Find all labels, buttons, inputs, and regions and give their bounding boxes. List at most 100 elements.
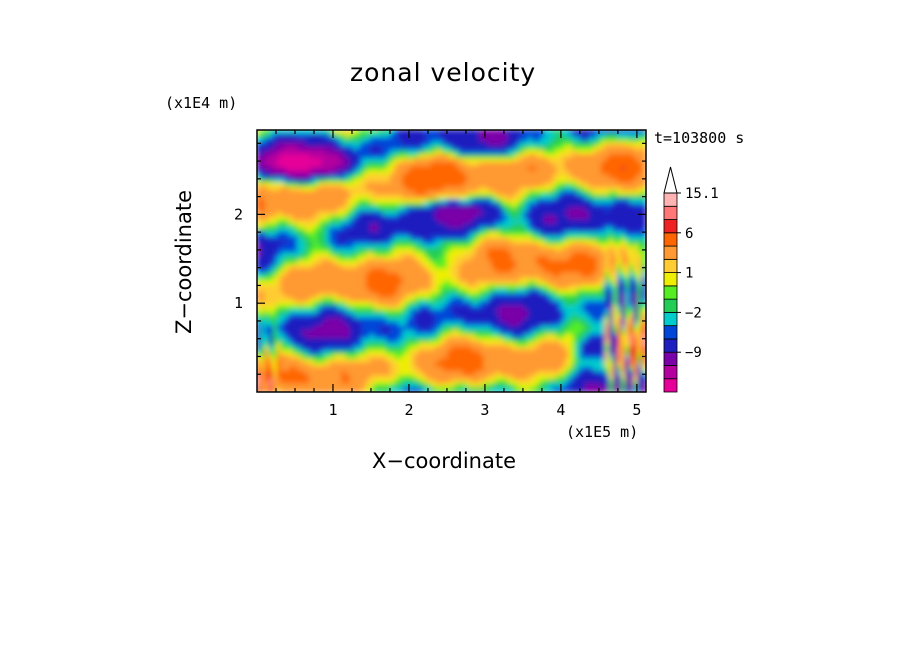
field-cell — [410, 207, 416, 213]
field-cell — [288, 219, 295, 225]
field-cell — [523, 244, 530, 250]
field-cell — [406, 235, 412, 242]
field-cell — [284, 227, 291, 233]
field-cell — [313, 215, 319, 221]
field-cell — [309, 186, 315, 192]
field-cell — [527, 149, 534, 156]
field-cell — [390, 178, 396, 184]
field-cell — [564, 239, 570, 246]
field-cell — [471, 309, 477, 315]
field-cell — [398, 313, 404, 319]
field-cell — [600, 211, 607, 217]
field-cell — [552, 248, 558, 254]
field-cell — [491, 203, 497, 209]
field-cell — [272, 260, 278, 266]
field-cell — [604, 198, 611, 205]
field-cell — [523, 186, 530, 192]
field-cell — [410, 321, 416, 328]
field-cell — [292, 174, 299, 180]
field-cell — [402, 284, 408, 291]
field-cell — [483, 305, 489, 311]
field-cell — [402, 289, 408, 295]
field-cell — [629, 158, 635, 164]
field-cell — [422, 268, 428, 274]
field-cell — [580, 166, 586, 172]
field-cell — [257, 231, 262, 238]
field-cell — [292, 178, 299, 184]
field-cell — [535, 145, 542, 152]
field-cell — [531, 305, 538, 311]
field-cell — [382, 309, 388, 315]
field-cell — [410, 227, 416, 233]
field-cell — [394, 190, 400, 197]
field-cell — [386, 178, 392, 184]
field-cell — [390, 264, 396, 270]
field-cell — [503, 334, 509, 340]
field-cell — [600, 178, 607, 184]
field-cell — [511, 190, 517, 197]
field-cell — [353, 284, 359, 291]
field-cell — [410, 145, 416, 152]
field-cell — [418, 239, 424, 246]
field-cell — [483, 321, 489, 328]
field-cell — [268, 174, 274, 180]
field-cell — [337, 223, 343, 229]
field-cell — [394, 162, 400, 168]
field-cell — [568, 178, 574, 184]
field-cell — [292, 211, 299, 217]
field-cell — [398, 264, 404, 270]
field-cell — [321, 329, 327, 336]
field-cell — [410, 297, 416, 303]
field-cell — [361, 223, 367, 229]
field-cell — [592, 256, 598, 262]
field-cell — [386, 334, 392, 340]
field-cell — [515, 231, 521, 238]
field-cell — [434, 301, 440, 307]
field-cell — [284, 141, 291, 147]
field-cell — [257, 219, 262, 225]
field-cell — [361, 133, 367, 139]
field-cell — [544, 284, 550, 291]
field-cell — [531, 289, 538, 295]
field-cell — [373, 174, 380, 180]
field-cell — [422, 207, 428, 213]
field-cell — [260, 342, 266, 348]
field-cell — [641, 305, 646, 311]
field-cell — [353, 289, 359, 295]
field-cell — [333, 182, 339, 188]
field-cell — [454, 264, 461, 270]
field-cell — [544, 137, 550, 143]
field-cell — [580, 235, 586, 242]
field-cell — [300, 178, 307, 184]
field-cell — [596, 162, 603, 168]
field-cell — [479, 186, 485, 192]
field-cell — [600, 186, 607, 192]
field-cell — [398, 329, 404, 336]
field-cell — [588, 141, 594, 147]
field-cell — [629, 338, 635, 344]
field-cell — [341, 305, 347, 311]
field-cell — [296, 329, 303, 336]
field-cell — [357, 297, 363, 303]
field-cell — [511, 211, 517, 217]
field-cell — [357, 252, 363, 258]
field-cell — [264, 329, 270, 336]
field-cell — [621, 248, 627, 254]
field-cell — [341, 153, 347, 160]
field-cell — [491, 309, 497, 315]
field-cell — [463, 227, 469, 233]
field-cell — [373, 317, 380, 323]
field-cell — [325, 231, 331, 238]
field-cell — [430, 334, 436, 340]
field-cell — [519, 297, 526, 303]
field-cell — [556, 268, 562, 274]
field-cell — [548, 260, 554, 266]
field-cell — [349, 313, 355, 319]
field-cell — [390, 297, 396, 303]
field-cell — [257, 207, 262, 213]
field-cell — [434, 338, 440, 344]
field-cell — [260, 321, 266, 328]
field-cell — [402, 162, 408, 168]
field-cell — [572, 158, 578, 164]
field-cell — [552, 203, 558, 209]
